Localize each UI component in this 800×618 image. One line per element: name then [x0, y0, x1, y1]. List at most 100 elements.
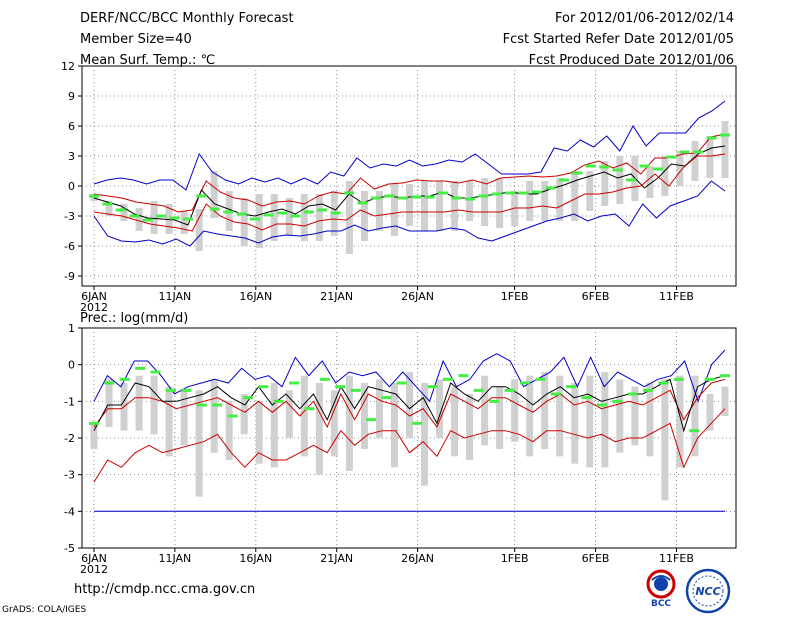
- y-tick-label: 6: [68, 120, 75, 133]
- y-tick-label: -1: [64, 395, 75, 408]
- observed-mark: [585, 164, 596, 168]
- observed-mark: [458, 374, 469, 378]
- observed-mark: [335, 385, 346, 389]
- observed-mark: [290, 214, 301, 218]
- observed-mark: [643, 388, 654, 392]
- spread-bar: [436, 379, 444, 438]
- y-tick-label: 9: [68, 90, 75, 103]
- spread-bar: [481, 375, 489, 446]
- spread-bar: [526, 375, 534, 457]
- observed-mark: [181, 388, 192, 392]
- observed-mark: [693, 150, 704, 154]
- start-date: Fcst Started Refer Date 2012/01/05: [502, 32, 734, 47]
- spread-bar: [105, 379, 113, 427]
- spread-bar: [511, 379, 519, 442]
- observed-mark: [599, 165, 610, 169]
- spread-bar: [616, 379, 624, 453]
- spread-bar: [451, 386, 459, 457]
- spread-bar: [466, 181, 474, 221]
- observed-mark: [304, 407, 315, 411]
- spread-bar: [300, 375, 308, 457]
- spread-bar: [240, 198, 248, 246]
- x-tick-label: 21JAN: [320, 552, 353, 565]
- observed-mark: [150, 370, 161, 374]
- spread-bar: [165, 204, 173, 234]
- spread-bar: [706, 394, 714, 431]
- spread-bar: [571, 171, 579, 221]
- spread-bar: [721, 386, 729, 416]
- x-year-label: 2012: [80, 301, 108, 314]
- observed-mark: [438, 191, 449, 195]
- spread-bar: [105, 201, 113, 216]
- y-tick-label: -4: [64, 505, 75, 518]
- spread-bar: [601, 161, 609, 206]
- x-tick-label: 26JAN: [401, 290, 434, 303]
- observed-mark: [182, 217, 193, 221]
- observed-mark: [572, 171, 583, 175]
- spread-bar: [270, 383, 278, 468]
- spread-bar: [691, 375, 699, 457]
- spread-bar: [466, 394, 474, 460]
- observed-mark: [720, 133, 730, 137]
- spread-bar: [285, 390, 293, 438]
- spread-bar: [270, 194, 278, 241]
- y-tick-label: 12: [61, 60, 75, 73]
- x-tick-label: 6FEB: [582, 552, 610, 565]
- spread-bar: [315, 383, 323, 475]
- observed-mark: [381, 396, 392, 400]
- y-tick-label: 0: [68, 180, 75, 193]
- observed-mark: [666, 155, 677, 159]
- observed-mark: [165, 388, 176, 392]
- observed-mark: [250, 217, 261, 221]
- spread-bar: [496, 178, 504, 228]
- spread-bar: [436, 181, 444, 231]
- spread-bar: [676, 151, 684, 186]
- x-tick-label: 6JAN: [81, 290, 107, 303]
- spread-bar: [390, 184, 398, 236]
- x-tick-label: 1FEB: [501, 552, 529, 565]
- observed-mark: [558, 178, 569, 182]
- spread-bar: [421, 181, 429, 231]
- spread-bar: [360, 383, 368, 449]
- observed-mark: [89, 194, 99, 198]
- observed-mark: [317, 208, 328, 212]
- spread-bar: [421, 383, 429, 486]
- spread-bar: [300, 194, 308, 241]
- observed-mark: [658, 381, 669, 385]
- observed-mark: [550, 392, 561, 396]
- spread-bar: [375, 379, 383, 438]
- spread-bar: [255, 194, 263, 248]
- ncc-logo-text: NCC: [695, 585, 720, 598]
- x-tick-label: 11JAN: [158, 552, 191, 565]
- source-url[interactable]: http://cmdp.ncc.cma.gov.cn: [74, 582, 256, 597]
- spread-bar: [676, 375, 684, 468]
- observed-mark: [319, 377, 330, 381]
- spread-bar: [120, 204, 128, 221]
- observed-mark: [397, 196, 408, 200]
- observed-mark: [102, 202, 113, 206]
- spread-bar: [556, 178, 564, 221]
- x-tick-label: 21JAN: [320, 290, 353, 303]
- variable-label: Mean Surf. Temp.: ℃: [80, 53, 216, 68]
- spread-bar: [646, 383, 654, 457]
- spread-bar: [150, 375, 158, 435]
- observed-mark: [706, 136, 717, 140]
- observed-mark: [464, 197, 475, 201]
- observed-mark: [156, 214, 167, 218]
- spread-bar: [721, 121, 729, 178]
- spread-bar: [646, 166, 654, 198]
- observed-mark: [236, 212, 247, 216]
- spread-bar: [150, 201, 158, 234]
- observed-mark: [639, 164, 650, 168]
- observed-mark: [223, 210, 234, 214]
- header-left: DERF/NCC/BCC Monthly Forecast Member Siz…: [80, 11, 294, 74]
- observed-mark: [545, 186, 556, 190]
- spread-bar: [496, 386, 504, 449]
- spread-bar: [541, 181, 549, 221]
- spread-bar: [165, 386, 173, 457]
- observed-mark: [679, 150, 690, 154]
- spread-bar: [406, 372, 413, 438]
- observed-mark: [129, 214, 140, 218]
- forecast-period: For 2012/01/06-2012/02/14: [555, 11, 734, 26]
- spread-bar: [526, 181, 534, 221]
